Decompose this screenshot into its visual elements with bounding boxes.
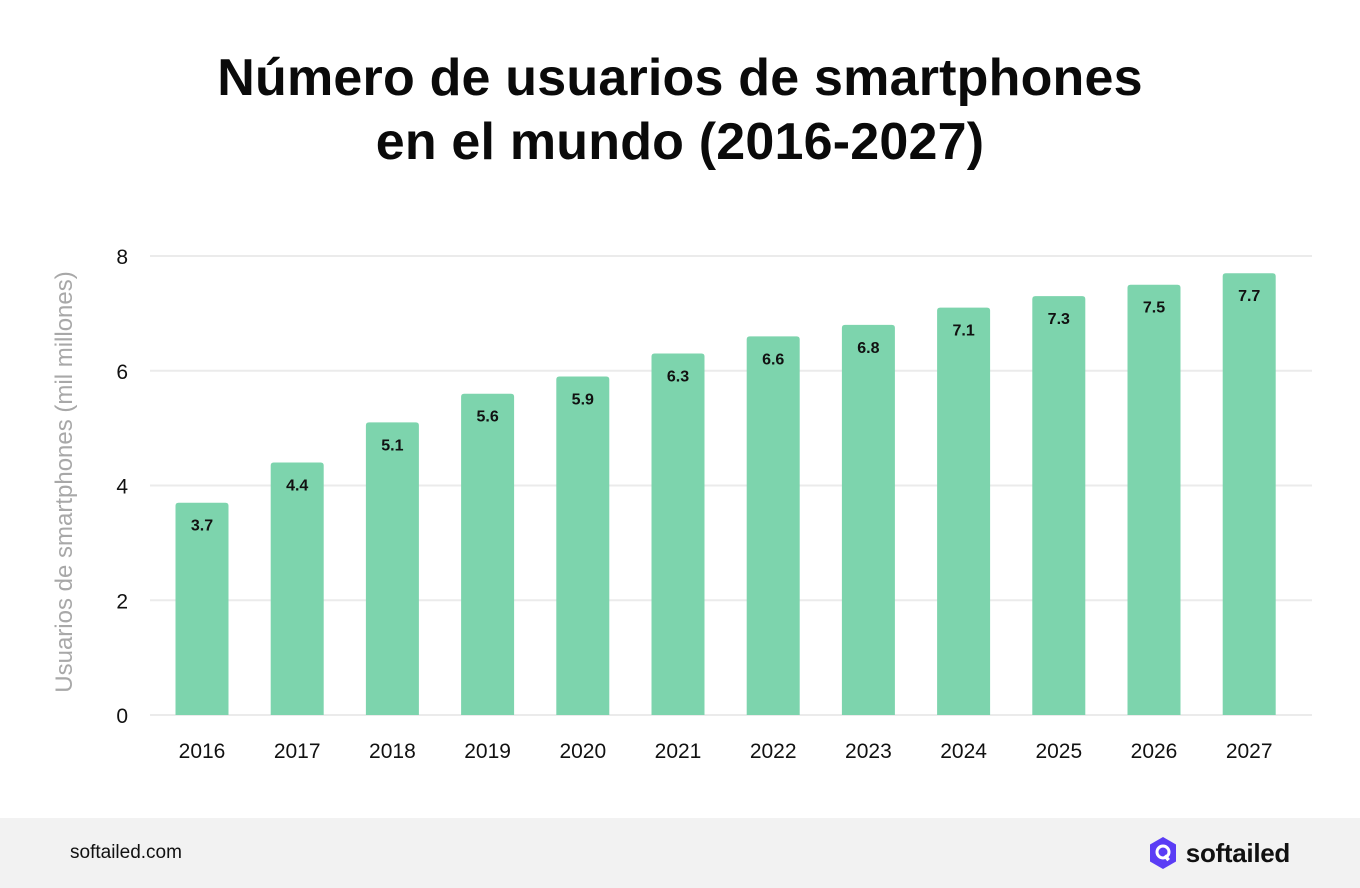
bar-2021 — [651, 353, 705, 715]
x-tick-label: 2016 — [179, 740, 226, 763]
y-tick-label: 4 — [116, 476, 128, 499]
bar-2027 — [1222, 273, 1276, 715]
bar-2023 — [841, 324, 895, 715]
chart-title-line-2: en el mundo (2016-2027) — [375, 113, 985, 171]
data-label-2019: 5.6 — [476, 409, 498, 426]
bar-2026 — [1127, 284, 1181, 715]
gridlines — [150, 255, 1312, 716]
y-axis-label: Usuarios de smartphones (mil millones) — [51, 271, 78, 692]
bar-chart: 3.7 4.4 5.1 5.6 5.9 6.3 6.6 6.8 7.1 7.3 7.5 7.7 0 2 4… — [51, 246, 1312, 763]
y-axis-ticks: 0 2 4 6 8 — [116, 246, 128, 728]
data-label-2016: 3.7 — [191, 518, 213, 535]
data-label-2022: 6.6 — [762, 351, 784, 368]
x-tick-label: 2020 — [559, 740, 606, 763]
y-tick-label: 6 — [116, 361, 128, 384]
data-label-2018: 5.1 — [381, 437, 403, 454]
y-tick-label: 2 — [116, 590, 128, 613]
chart-title: Número de usuarios de smartphones en el … — [0, 46, 1360, 174]
x-tick-label: 2025 — [1035, 740, 1082, 763]
bar-2024 — [937, 307, 991, 715]
data-label-2021: 6.3 — [667, 369, 689, 386]
bar-2019 — [461, 393, 515, 715]
x-tick-label: 2026 — [1131, 740, 1178, 763]
data-labels: 3.7 4.4 5.1 5.6 5.9 6.3 6.6 6.8 7.1 7.3 7.5 7.7 — [191, 288, 1261, 535]
data-label-2023: 6.8 — [857, 340, 879, 357]
x-axis-ticks: 2016 2017 2018 2019 2020 2021 2022 2023 2024 2025… — [179, 740, 1273, 763]
bar-2025 — [1032, 296, 1086, 715]
footer: softailed.com softailed — [0, 818, 1360, 888]
data-label-2020: 5.9 — [572, 391, 594, 408]
x-tick-label: 2019 — [464, 740, 511, 763]
x-tick-label: 2018 — [369, 740, 416, 763]
bar-2022 — [746, 336, 800, 715]
x-tick-label: 2017 — [274, 740, 321, 763]
x-tick-label: 2024 — [940, 740, 987, 763]
data-label-2027: 7.7 — [1238, 288, 1260, 305]
brand-name: softailed — [1185, 837, 1291, 868]
x-tick-label: 2027 — [1226, 740, 1273, 763]
bar-2017 — [270, 462, 324, 715]
y-tick-label: 8 — [116, 246, 128, 269]
data-label-2024: 7.1 — [952, 323, 974, 340]
bar-2020 — [556, 376, 610, 715]
bar-2018 — [365, 422, 419, 715]
x-tick-label: 2021 — [655, 740, 702, 763]
brand: softailed — [1148, 836, 1290, 870]
chart-title-line-1: Número de usuarios de smartphones — [217, 49, 1143, 107]
data-label-2026: 7.5 — [1143, 300, 1165, 317]
data-label-2017: 4.4 — [286, 478, 308, 495]
data-label-2025: 7.3 — [1048, 311, 1070, 328]
bar-2016 — [175, 502, 229, 715]
x-tick-label: 2022 — [750, 740, 797, 763]
footer-url[interactable]: softailed.com — [70, 842, 182, 863]
bars — [175, 273, 1276, 715]
softailed-logo-icon — [1149, 837, 1176, 869]
x-tick-label: 2023 — [845, 740, 892, 763]
y-tick-label: 0 — [116, 705, 128, 728]
